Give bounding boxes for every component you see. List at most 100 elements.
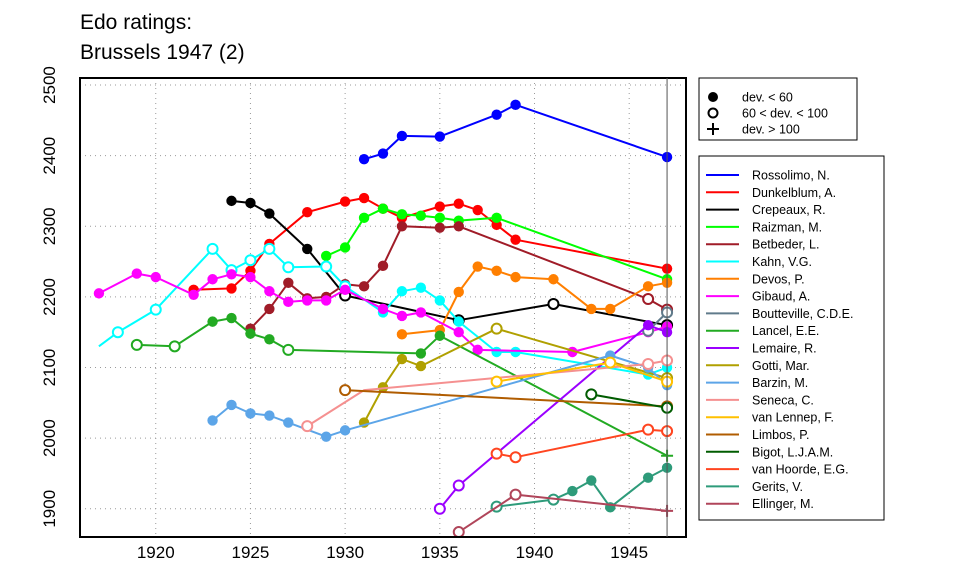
data-point xyxy=(320,295,332,306)
series-line-bigot-l-j-a-m xyxy=(591,393,668,409)
data-point xyxy=(320,260,333,273)
x-tick-label: 1945 xyxy=(610,543,648,562)
x-tick-label: 1920 xyxy=(137,543,175,562)
data-point xyxy=(206,242,219,255)
series-line-seneca-c xyxy=(306,359,668,427)
legend-label: Boutteville, C.D.E. xyxy=(752,307,853,321)
data-point xyxy=(415,307,427,318)
data-point xyxy=(642,281,654,292)
data-point xyxy=(188,289,199,300)
data-point xyxy=(320,431,332,442)
data-point xyxy=(472,204,483,216)
data-point xyxy=(283,277,294,288)
data-point xyxy=(302,206,313,218)
data-point xyxy=(415,282,427,293)
data-point xyxy=(433,502,446,515)
data-point xyxy=(339,196,351,207)
legend-marker-filled xyxy=(708,92,718,102)
data-point xyxy=(150,271,161,283)
series-legend: Rossolimo, N. Dunkelblum, A. Crepeaux, R. R… xyxy=(698,155,885,521)
legend-label: Gibaud, A. xyxy=(752,290,810,304)
data-point xyxy=(396,353,408,365)
series-line-lemaire-r xyxy=(439,324,668,510)
y-tick-label: 2200 xyxy=(40,278,59,316)
data-point xyxy=(472,261,483,272)
data-point xyxy=(453,316,464,327)
data-point xyxy=(491,109,502,120)
series-line-gotti-mar xyxy=(363,327,668,424)
data-point xyxy=(491,212,502,224)
data-point xyxy=(491,265,502,276)
data-point xyxy=(282,343,295,356)
series-ellinger-m xyxy=(452,488,674,539)
series-van-lennep-f xyxy=(490,356,674,388)
data-point xyxy=(434,201,446,212)
series-bigot-l-j-a-m xyxy=(585,388,674,414)
data-point xyxy=(510,346,521,358)
y-tick-label: 2300 xyxy=(40,207,59,245)
data-point xyxy=(301,420,314,433)
data-point xyxy=(396,286,408,297)
data-point xyxy=(585,388,598,401)
data-point xyxy=(377,203,389,214)
legend-label: Barzin, M. xyxy=(752,376,808,390)
data-point xyxy=(358,192,370,204)
data-point xyxy=(130,338,143,351)
chart-title-line-1: Edo ratings: xyxy=(80,11,193,34)
data-point xyxy=(586,303,597,315)
marker-legend-label: 60 < dev. < 100 xyxy=(742,107,828,121)
data-point xyxy=(264,303,275,315)
data-point xyxy=(283,296,294,308)
data-point xyxy=(509,451,522,464)
legend-label: Crepeaux, R. xyxy=(752,203,826,217)
data-point xyxy=(264,286,275,297)
data-point xyxy=(642,357,655,370)
data-point xyxy=(396,130,408,142)
y-tick-label: 1900 xyxy=(40,490,59,528)
data-point xyxy=(264,410,275,421)
data-point xyxy=(245,328,256,339)
data-point xyxy=(226,312,237,324)
x-tick-label: 1930 xyxy=(326,543,364,562)
data-point xyxy=(111,326,124,339)
data-point xyxy=(320,250,332,262)
data-point xyxy=(452,526,465,539)
data-point xyxy=(604,356,617,369)
series-line-lancel-e-e xyxy=(136,317,668,457)
data-point xyxy=(226,195,237,207)
data-point xyxy=(396,329,408,340)
legend-label: Rossolimo, N. xyxy=(752,169,830,183)
series-gibaud-a xyxy=(93,268,673,358)
x-tick-label: 1940 xyxy=(516,543,554,562)
legend-label: Kahn, V.G. xyxy=(752,255,812,269)
legend-label: Lemaire, R. xyxy=(752,342,817,356)
data-point xyxy=(131,268,143,279)
legend-label: Raizman, M. xyxy=(752,220,822,234)
data-point xyxy=(642,293,655,306)
marker-legend-label: dev. > 100 xyxy=(742,123,800,137)
data-point xyxy=(642,423,655,436)
data-point xyxy=(547,297,560,310)
data-point xyxy=(415,360,427,372)
data-point xyxy=(245,271,256,283)
legend-label: van Lennep, F. xyxy=(752,411,834,425)
data-point xyxy=(358,212,370,224)
data-point xyxy=(377,260,389,272)
data-point xyxy=(434,212,446,224)
series-devos-p xyxy=(396,261,673,340)
data-point xyxy=(490,447,503,460)
plot-series xyxy=(93,99,674,539)
marker-legend-box xyxy=(698,77,858,141)
data-point xyxy=(434,222,446,233)
data-point xyxy=(396,310,408,322)
x-tick-label: 1925 xyxy=(232,543,270,562)
data-point xyxy=(245,408,256,419)
data-point xyxy=(586,475,597,486)
data-point xyxy=(490,375,503,388)
series-line-van-hoorde-e-g xyxy=(496,428,668,459)
legend-label: Gerits, V. xyxy=(752,480,803,494)
series-lancel-e-e xyxy=(130,312,674,462)
series-rossolimo-n xyxy=(358,99,673,165)
data-point xyxy=(642,472,654,483)
